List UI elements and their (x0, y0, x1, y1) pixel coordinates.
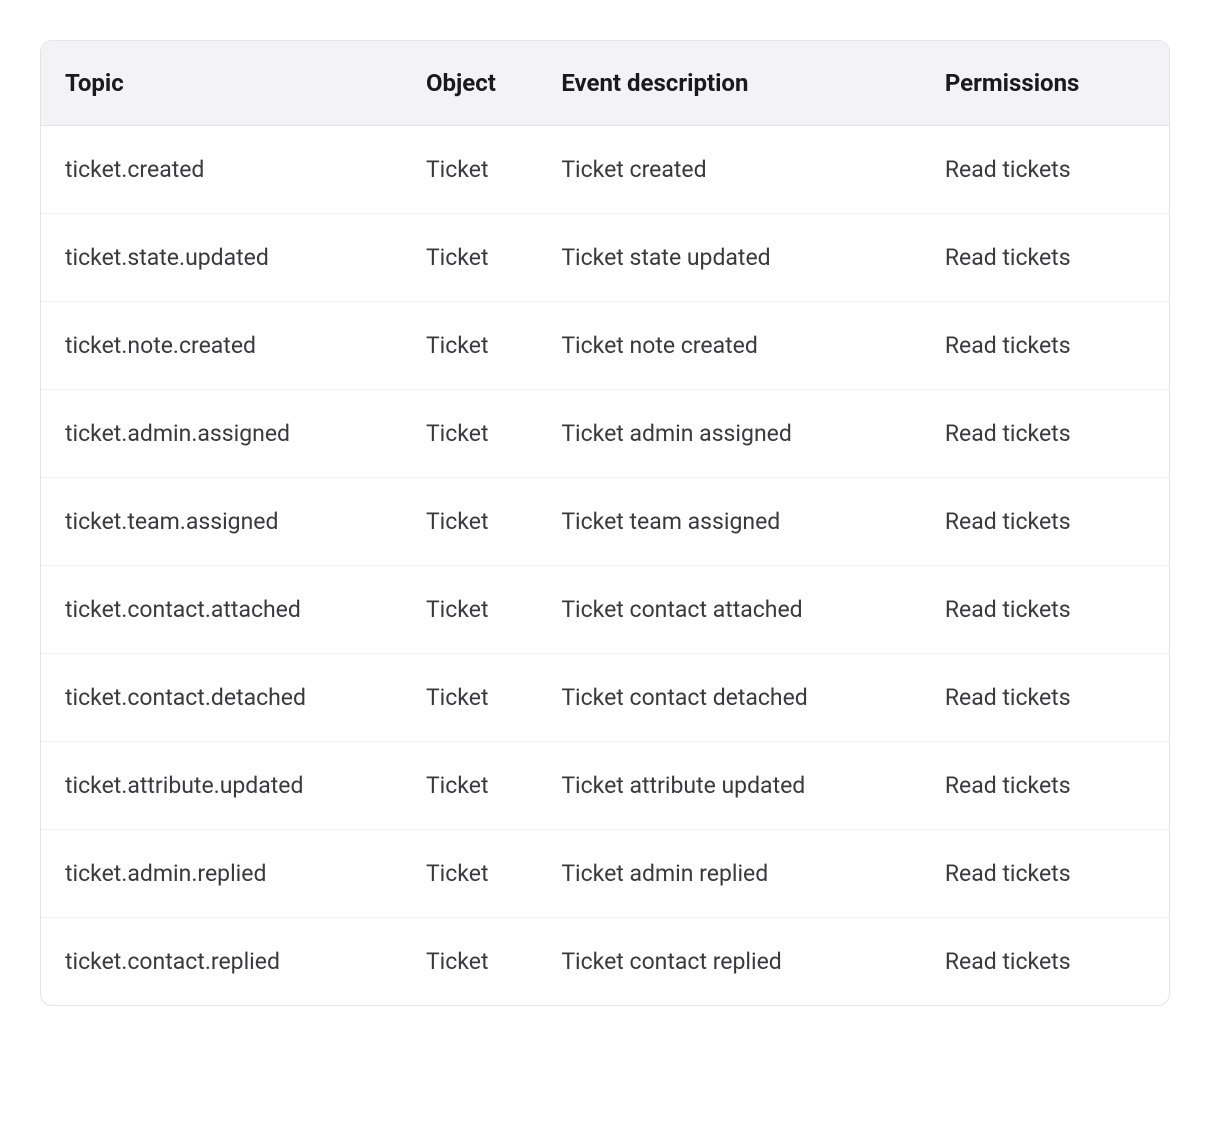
cell-description: Ticket team assigned (537, 478, 921, 566)
cell-permissions: Read tickets (921, 918, 1169, 1006)
col-header-description: Event description (537, 41, 921, 126)
cell-permissions: Read tickets (921, 390, 1169, 478)
col-header-permissions: Permissions (921, 41, 1169, 126)
col-header-object: Object (402, 41, 537, 126)
table-row: ticket.note.created Ticket Ticket note c… (41, 302, 1169, 390)
cell-description: Ticket contact replied (537, 918, 921, 1006)
cell-object: Ticket (402, 478, 537, 566)
cell-topic: ticket.attribute.updated (41, 742, 402, 830)
table-row: ticket.admin.replied Ticket Ticket admin… (41, 830, 1169, 918)
cell-description: Ticket admin assigned (537, 390, 921, 478)
cell-description: Ticket admin replied (537, 830, 921, 918)
cell-topic: ticket.team.assigned (41, 478, 402, 566)
table-row: ticket.contact.attached Ticket Ticket co… (41, 566, 1169, 654)
table-row: ticket.contact.replied Ticket Ticket con… (41, 918, 1169, 1006)
cell-permissions: Read tickets (921, 742, 1169, 830)
cell-object: Ticket (402, 742, 537, 830)
events-table: Topic Object Event description Permissio… (41, 41, 1169, 1005)
cell-object: Ticket (402, 302, 537, 390)
cell-description: Ticket contact attached (537, 566, 921, 654)
cell-description: Ticket note created (537, 302, 921, 390)
cell-topic: ticket.contact.replied (41, 918, 402, 1006)
cell-permissions: Read tickets (921, 302, 1169, 390)
cell-permissions: Read tickets (921, 478, 1169, 566)
cell-permissions: Read tickets (921, 566, 1169, 654)
cell-object: Ticket (402, 654, 537, 742)
cell-object: Ticket (402, 390, 537, 478)
table-row: ticket.attribute.updated Ticket Ticket a… (41, 742, 1169, 830)
cell-topic: ticket.note.created (41, 302, 402, 390)
cell-object: Ticket (402, 918, 537, 1006)
table-row: ticket.contact.detached Ticket Ticket co… (41, 654, 1169, 742)
cell-topic: ticket.state.updated (41, 214, 402, 302)
cell-topic: ticket.contact.attached (41, 566, 402, 654)
cell-permissions: Read tickets (921, 654, 1169, 742)
table-header-row: Topic Object Event description Permissio… (41, 41, 1169, 126)
table-row: ticket.created Ticket Ticket created Rea… (41, 126, 1169, 214)
cell-topic: ticket.admin.assigned (41, 390, 402, 478)
col-header-topic: Topic (41, 41, 402, 126)
cell-description: Ticket state updated (537, 214, 921, 302)
cell-object: Ticket (402, 566, 537, 654)
cell-object: Ticket (402, 830, 537, 918)
table-row: ticket.admin.assigned Ticket Ticket admi… (41, 390, 1169, 478)
cell-description: Ticket attribute updated (537, 742, 921, 830)
cell-topic: ticket.admin.replied (41, 830, 402, 918)
cell-description: Ticket contact detached (537, 654, 921, 742)
cell-description: Ticket created (537, 126, 921, 214)
cell-permissions: Read tickets (921, 830, 1169, 918)
cell-object: Ticket (402, 126, 537, 214)
table-row: ticket.state.updated Ticket Ticket state… (41, 214, 1169, 302)
table-body: ticket.created Ticket Ticket created Rea… (41, 126, 1169, 1006)
cell-topic: ticket.created (41, 126, 402, 214)
events-table-container: Topic Object Event description Permissio… (40, 40, 1170, 1006)
table-row: ticket.team.assigned Ticket Ticket team … (41, 478, 1169, 566)
cell-object: Ticket (402, 214, 537, 302)
cell-topic: ticket.contact.detached (41, 654, 402, 742)
cell-permissions: Read tickets (921, 214, 1169, 302)
cell-permissions: Read tickets (921, 126, 1169, 214)
